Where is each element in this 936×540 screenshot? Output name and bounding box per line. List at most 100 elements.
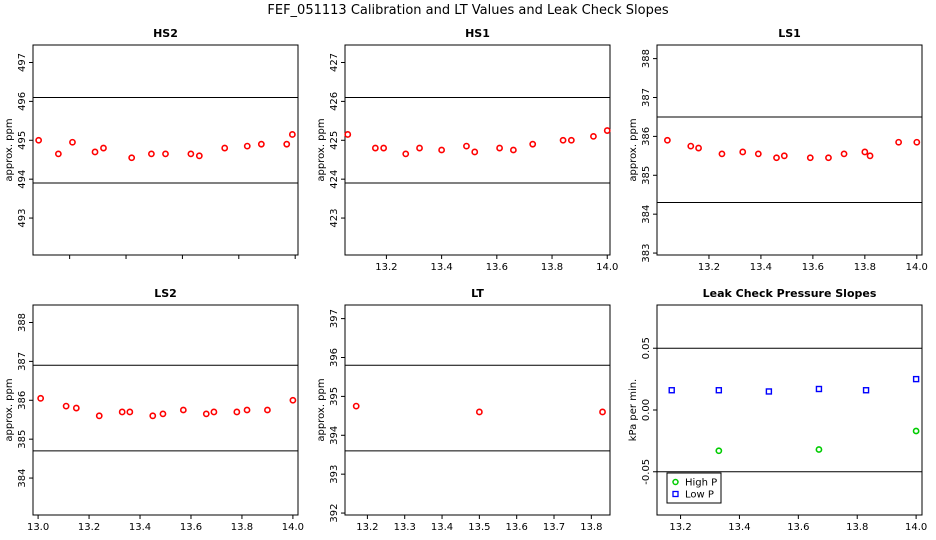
legend-marker (672, 478, 679, 486)
data-point (438, 146, 446, 154)
data-point (509, 146, 517, 154)
chart-panel-lt: LT 392 393 394 395 396 397 approx. ppm 13.2 13.3 1… (316, 287, 611, 533)
data-point (912, 427, 920, 435)
data-point (715, 447, 723, 455)
x-tick-label: 13.4 (431, 522, 453, 533)
data-point (559, 136, 567, 144)
series-ls1 (663, 136, 921, 162)
legend-label: Low P (685, 490, 714, 501)
x-tick-label: 13.2 (698, 262, 720, 273)
data-point (754, 150, 762, 158)
data-point (264, 406, 271, 414)
x-tick-label: 13.0 (27, 522, 49, 533)
x-tick-label: 13.8 (846, 522, 868, 533)
y-tick-label: 394 (329, 426, 340, 445)
y-tick-label: 386 (17, 391, 28, 410)
x-tick-label: 13.4 (129, 522, 151, 533)
y-tick-label: -0.05 (641, 459, 652, 485)
data-point (866, 152, 874, 160)
data-point (380, 144, 388, 152)
data-point (283, 140, 291, 148)
series-high-p (715, 427, 920, 455)
data-point (815, 446, 823, 453)
data-point (149, 412, 157, 420)
data-point (91, 148, 99, 156)
y-tick-label: 493 (17, 209, 28, 228)
data-point (913, 138, 921, 146)
data-point (567, 136, 575, 144)
series-ls2 (37, 394, 297, 420)
y-tick-label: 396 (329, 348, 340, 367)
panel-title: LS2 (154, 287, 177, 300)
data-point (695, 144, 702, 152)
y-tick-label: 0.05 (641, 337, 652, 359)
panel-title: LS1 (778, 27, 801, 40)
panel-title: HS1 (465, 27, 490, 40)
y-tick-label: 387 (641, 88, 652, 107)
data-point (840, 150, 848, 158)
data-point (100, 144, 107, 152)
data-point (95, 412, 103, 420)
plot-frame (656, 44, 923, 256)
data-point (233, 408, 241, 416)
data-point (496, 144, 503, 152)
data-point (128, 154, 136, 162)
chart-panel-leak: Leak Check Pressure Slopes -0.05 0.00 0.05 k… (628, 287, 927, 533)
series-low-p (668, 375, 920, 395)
data-point (825, 154, 832, 162)
x-tick-label: 13.8 (231, 522, 253, 533)
y-tick-label: 425 (329, 131, 340, 150)
x-tick-label: 14.0 (905, 522, 927, 533)
data-point (862, 387, 870, 394)
y-axis-label: kPa per min. (628, 379, 639, 442)
data-point (221, 144, 229, 152)
y-tick-label: 495 (17, 131, 28, 150)
x-tick-label: 13.8 (541, 262, 563, 273)
y-tick-label: 496 (17, 92, 28, 111)
data-point (288, 131, 296, 138)
data-point (243, 406, 251, 414)
data-point (257, 140, 265, 148)
data-point (289, 396, 297, 404)
chart-panel-ls1: LS1 383 384 385 386 387 388 approx. ppm 13.2 13.4… (628, 27, 928, 273)
y-tick-label: 384 (641, 205, 652, 224)
data-point (210, 408, 218, 416)
series-hs2 (35, 131, 296, 162)
plot-frame (344, 304, 611, 516)
x-tick-label: 13.2 (78, 522, 100, 533)
y-axis-label: approx. ppm (316, 378, 327, 441)
data-point (663, 136, 671, 144)
y-tick-label: 385 (641, 166, 652, 185)
y-tick-label: 426 (329, 92, 340, 111)
plot-frame (32, 44, 299, 256)
x-tick-label: 13.7 (543, 522, 565, 533)
panel-title: HS2 (153, 27, 178, 40)
y-tick-label: 0.00 (641, 399, 652, 421)
data-point (603, 127, 611, 134)
data-point (715, 387, 723, 394)
y-tick-label: 385 (17, 430, 28, 449)
y-tick-label: 424 (329, 170, 340, 189)
data-point (243, 142, 251, 150)
data-point (195, 152, 203, 160)
y-tick-label: 395 (329, 387, 340, 406)
x-tick-label: 13.4 (728, 522, 750, 533)
data-point (718, 150, 726, 158)
data-point (352, 402, 360, 410)
x-tick-label: 14.0 (282, 522, 304, 533)
data-point (179, 406, 187, 414)
data-point (815, 385, 823, 393)
panel-title: LT (471, 287, 484, 300)
data-point (159, 410, 167, 418)
data-point (780, 152, 788, 160)
y-axis-label: approx. ppm (316, 118, 327, 181)
legend-marker (672, 490, 679, 498)
y-tick-label: 423 (329, 209, 340, 228)
y-tick-label: 383 (641, 244, 652, 263)
x-tick-label: 14.0 (596, 262, 618, 273)
y-tick-label: 388 (17, 313, 28, 332)
chart-panel-hs2: HS2 493 494 495 496 497 approx. ppm (4, 27, 299, 259)
data-point (187, 150, 195, 158)
